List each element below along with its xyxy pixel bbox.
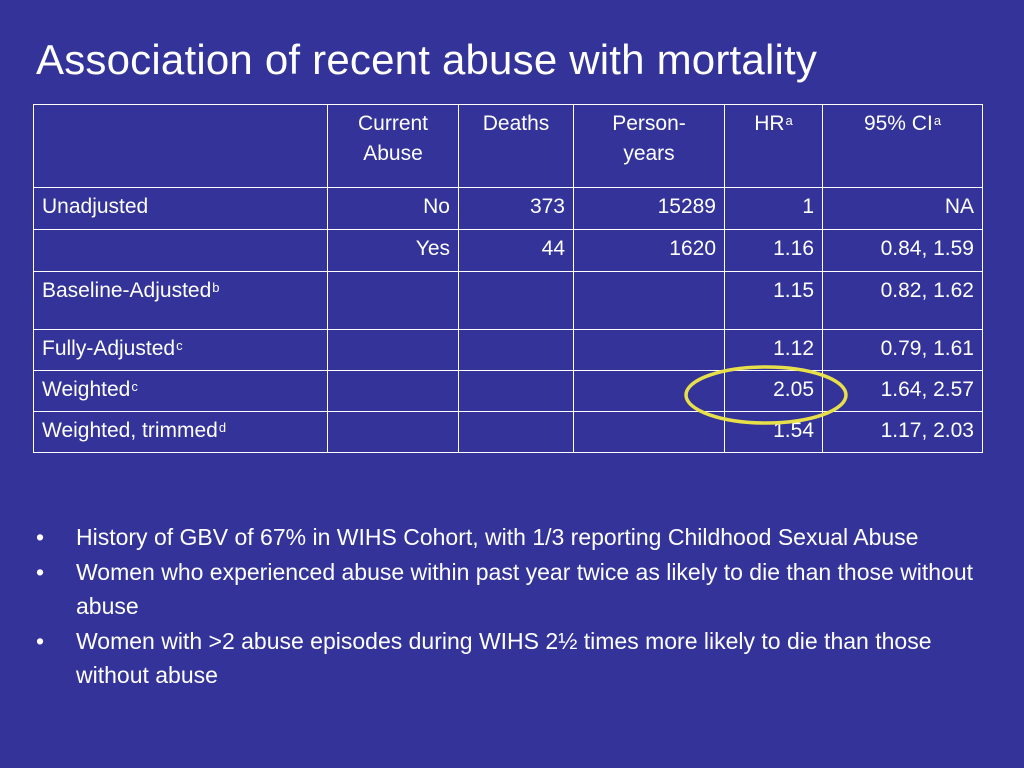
row-label	[33, 229, 328, 272]
cell-person-years	[573, 370, 725, 412]
row-label: Fully-Adjustedc	[33, 329, 328, 371]
cell-current-abuse	[327, 271, 459, 330]
header-hr: HRa	[724, 104, 823, 188]
cell-deaths	[458, 370, 574, 412]
bullet-text: Women who experienced abuse within past …	[76, 559, 974, 619]
cell-ci: 0.84, 1.59	[822, 229, 983, 272]
row-label: Baseline-Adjustedb	[33, 271, 328, 330]
cell-deaths	[458, 271, 574, 330]
table-row: Fully-Adjustedc 1.12 0.79, 1.61	[33, 329, 983, 371]
header-deaths: Deaths	[458, 104, 574, 188]
cell-hr: 1.15	[724, 271, 823, 330]
cell-ci: 0.79, 1.61	[822, 329, 983, 371]
cell-deaths: 44	[458, 229, 574, 272]
cell-hr: 1	[724, 187, 823, 230]
header-person-years: Person-years	[573, 104, 725, 188]
cell-ci: 1.64, 2.57	[822, 370, 983, 412]
cell-person-years: 1620	[573, 229, 725, 272]
cell-deaths	[458, 329, 574, 371]
row-label: Weighted, trimmedd	[33, 411, 328, 453]
header-cell-empty	[33, 104, 328, 188]
table-header-row: Current Abuse Deaths Person-years HRa 95…	[33, 104, 983, 188]
cell-ci: NA	[822, 187, 983, 230]
table-row: Weighted, trimmedd 1.54 1.17, 2.03	[33, 411, 983, 453]
cell-ci: 1.17, 2.03	[822, 411, 983, 453]
bullet-list: • History of GBV of 67% in WIHS Cohort, w…	[36, 520, 976, 693]
cell-current-abuse: No	[327, 187, 459, 230]
mortality-table: Current Abuse Deaths Person-years HRa 95…	[33, 104, 983, 453]
table-row: Unadjusted No 373 15289 1 NA	[33, 187, 983, 230]
header-ci-footnote: a	[933, 113, 942, 128]
slide-title: Association of recent abuse with mortali…	[36, 36, 818, 83]
cell-deaths: 373	[458, 187, 574, 230]
cell-ci: 0.82, 1.62	[822, 271, 983, 330]
bullet-text: Women with >2 abuse episodes during WIHS…	[76, 628, 932, 688]
bullet-text: History of GBV of 67% in WIHS Cohort, wi…	[76, 524, 919, 550]
cell-hr: 1.16	[724, 229, 823, 272]
bullet-item: • Women with >2 abuse episodes during WIH…	[36, 624, 976, 692]
cell-person-years	[573, 271, 725, 330]
cell-hr: 1.12	[724, 329, 823, 371]
header-ci: 95% CIa	[822, 104, 983, 188]
bullet-item: • History of GBV of 67% in WIHS Cohort, w…	[36, 520, 976, 554]
cell-current-abuse	[327, 411, 459, 453]
cell-deaths	[458, 411, 574, 453]
row-label: Weightedc	[33, 370, 328, 412]
table-row: Baseline-Adjustedb 1.15 0.82, 1.62	[33, 271, 983, 330]
cell-hr: 2.05	[724, 370, 823, 412]
header-hr-footnote: a	[785, 113, 793, 128]
table-row: Weightedc 2.05 1.64, 2.57	[33, 370, 983, 412]
cell-hr: 1.54	[724, 411, 823, 453]
cell-person-years	[573, 411, 725, 453]
cell-current-abuse	[327, 329, 459, 371]
bullet-symbol: •	[36, 559, 45, 585]
cell-current-abuse	[327, 370, 459, 412]
header-current-abuse: Current Abuse	[327, 104, 459, 188]
cell-current-abuse: Yes	[327, 229, 459, 272]
bullet-item: • Women who experienced abuse within past…	[36, 555, 976, 623]
cell-person-years: 15289	[573, 187, 725, 230]
cell-person-years	[573, 329, 725, 371]
table-row: Yes 44 1620 1.16 0.84, 1.59	[33, 229, 983, 272]
bullet-symbol: •	[36, 628, 45, 654]
bullet-symbol: •	[36, 524, 45, 550]
row-label: Unadjusted	[33, 187, 328, 230]
